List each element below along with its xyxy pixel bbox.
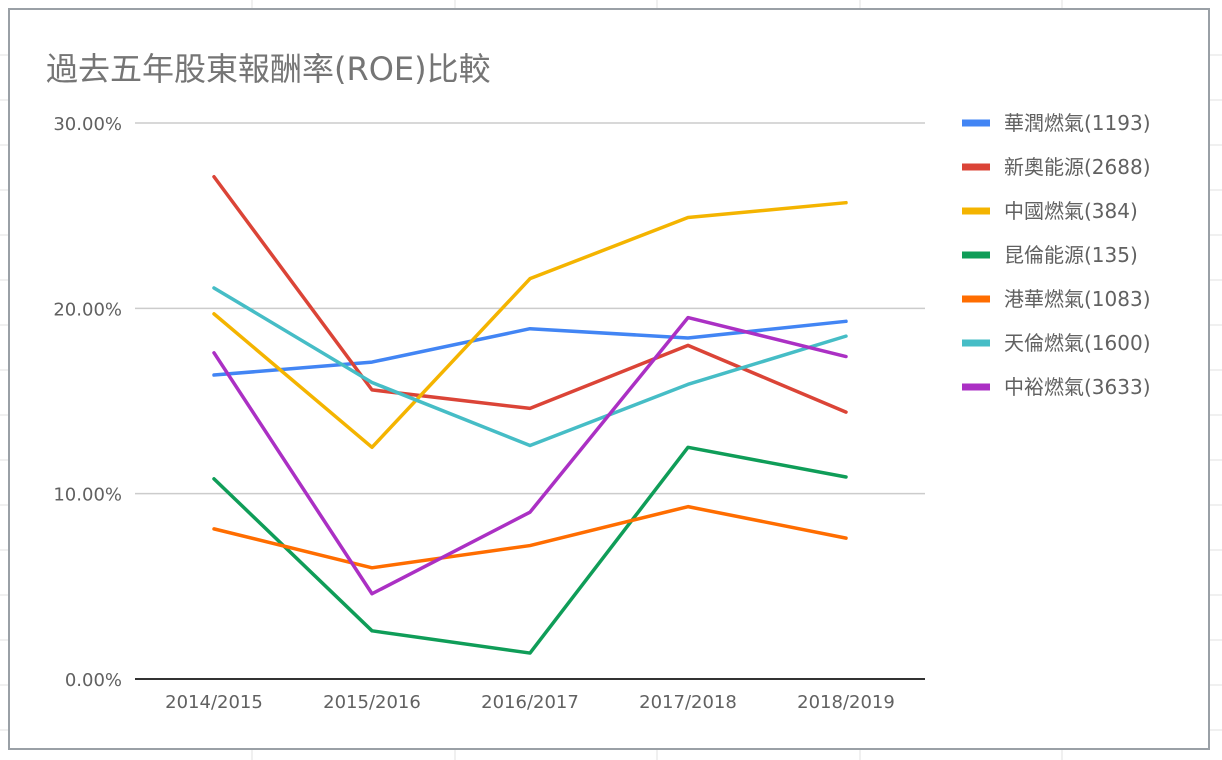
series-line[interactable] bbox=[212, 200, 848, 450]
x-tick-label: 2015/2016 bbox=[323, 692, 421, 713]
x-axis-ticks: 2014/2015 2015/2016 2016/2017 2017/2018 2018… bbox=[165, 692, 895, 713]
chart-title: 過去五年股東報酬率(ROE)比較 bbox=[46, 50, 491, 88]
x-tick-label: 2017/2018 bbox=[639, 692, 737, 713]
legend-label[interactable]: 天倫燃氣(1600) bbox=[1004, 331, 1151, 355]
legend-swatch bbox=[962, 383, 990, 391]
legend-swatch bbox=[962, 207, 990, 215]
legend-label[interactable]: 港華燃氣(1083) bbox=[1004, 287, 1151, 311]
legend-label[interactable]: 昆倫能源(135) bbox=[1004, 243, 1138, 267]
legend-swatch bbox=[962, 251, 990, 259]
y-tick-label: 30.00% bbox=[53, 114, 122, 135]
y-tick-label: 10.00% bbox=[53, 485, 122, 506]
series-line[interactable] bbox=[212, 286, 848, 448]
series-line[interactable] bbox=[212, 504, 848, 570]
x-tick-label: 2014/2015 bbox=[165, 692, 263, 713]
legend-label[interactable]: 中裕燃氣(3633) bbox=[1004, 375, 1151, 399]
x-tick-label: 2016/2017 bbox=[481, 692, 579, 713]
legend-swatch bbox=[962, 295, 990, 303]
series-line[interactable] bbox=[212, 445, 848, 655]
legend-swatch bbox=[962, 163, 990, 171]
legend-label[interactable]: 中國燃氣(384) bbox=[1004, 199, 1138, 223]
series-line[interactable] bbox=[212, 315, 848, 596]
series-line[interactable] bbox=[212, 319, 848, 377]
y-tick-label: 0.00% bbox=[65, 670, 122, 691]
legend: 華潤燃氣(1193) 新奧能源(2688) 中國燃氣(384) 昆倫能源(135) 港華… bbox=[962, 111, 1151, 399]
legend-swatch bbox=[962, 119, 990, 127]
legend-label[interactable]: 新奧能源(2688) bbox=[1004, 155, 1151, 179]
chart-container[interactable] bbox=[8, 8, 1210, 750]
legend-swatch bbox=[962, 339, 990, 347]
x-tick-label: 2018/2019 bbox=[797, 692, 895, 713]
y-axis-ticks: 0.00% 10.00% 20.00% 30.00% bbox=[53, 114, 122, 691]
legend-label[interactable]: 華潤燃氣(1193) bbox=[1004, 111, 1151, 135]
y-tick-label: 20.00% bbox=[53, 299, 122, 320]
series-lines bbox=[212, 174, 848, 655]
gridlines bbox=[135, 122, 925, 495]
